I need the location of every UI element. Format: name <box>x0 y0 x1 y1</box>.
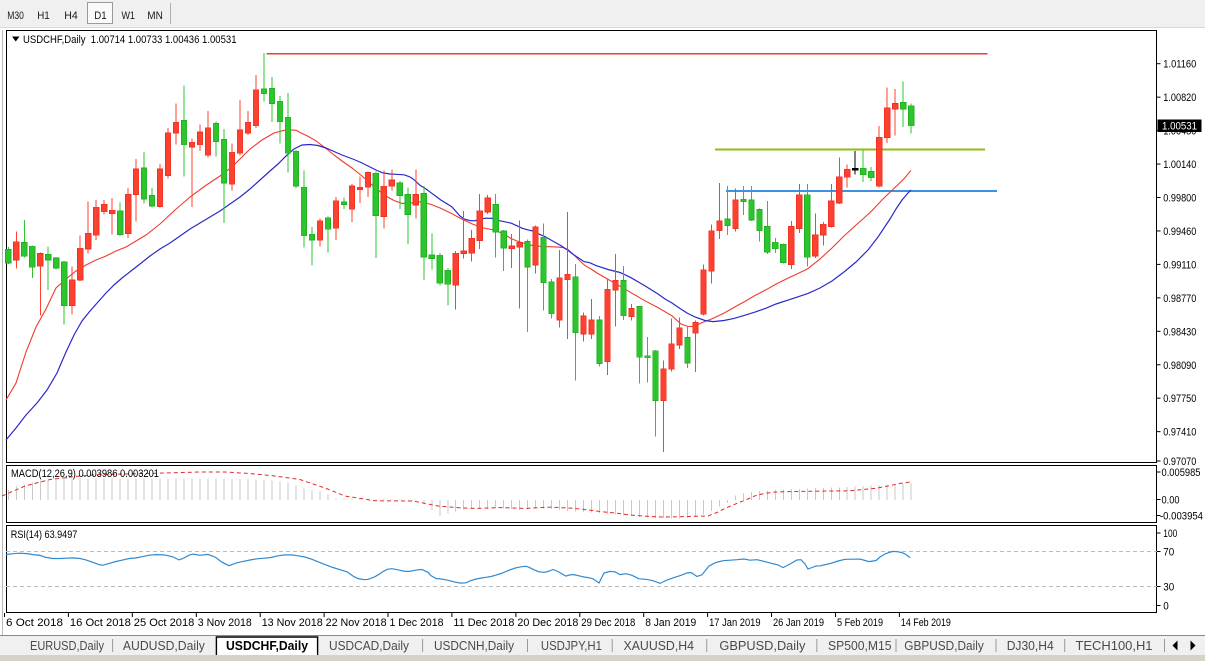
svg-text:0.98770: 0.98770 <box>1163 293 1196 305</box>
svg-text:14 Feb 2019: 14 Feb 2019 <box>901 617 951 629</box>
svg-text:USDCAD,Daily: USDCAD,Daily <box>329 638 409 653</box>
svg-text:0.005985: 0.005985 <box>1162 467 1201 479</box>
svg-text:1.00820: 1.00820 <box>1163 92 1196 104</box>
svg-text:EURUSD,Daily: EURUSD,Daily <box>30 638 104 653</box>
svg-text:1.00140: 1.00140 <box>1163 159 1196 171</box>
svg-text:USDCNH,Daily: USDCNH,Daily <box>434 638 514 653</box>
svg-text:DJ30,H4: DJ30,H4 <box>1007 638 1054 653</box>
svg-text:11 Dec 2018: 11 Dec 2018 <box>453 617 514 629</box>
svg-text:0.00: 0.00 <box>1162 495 1180 507</box>
svg-text:USDCHF,Daily 1.00714 1.00733: USDCHF,Daily 1.00714 1.00733 1.00436 1.0… <box>23 34 237 46</box>
svg-text:22 Nov 2018: 22 Nov 2018 <box>326 617 387 629</box>
svg-text:0.99800: 0.99800 <box>1163 193 1196 205</box>
svg-text:D1: D1 <box>94 10 106 22</box>
svg-text:100: 100 <box>1163 528 1177 540</box>
svg-text:W1: W1 <box>121 10 135 22</box>
svg-text:1 Dec 2018: 1 Dec 2018 <box>390 617 444 629</box>
svg-text:0.97070: 0.97070 <box>1163 456 1196 468</box>
svg-text:H1: H1 <box>37 10 50 22</box>
svg-text:8 Jan 2019: 8 Jan 2019 <box>645 617 696 629</box>
svg-text:26 Jan 2019: 26 Jan 2019 <box>773 617 824 629</box>
svg-text:17 Jan 2019: 17 Jan 2019 <box>709 617 761 629</box>
svg-text:0.99460: 0.99460 <box>1163 226 1196 238</box>
svg-text:25 Oct 2018: 25 Oct 2018 <box>134 617 195 629</box>
svg-text:MN: MN <box>147 10 163 22</box>
svg-text:20 Dec 2018: 20 Dec 2018 <box>517 617 578 629</box>
svg-text:16 Oct 2018: 16 Oct 2018 <box>70 617 131 629</box>
svg-text:H4: H4 <box>64 10 78 22</box>
svg-text:USDCHF,Daily: USDCHF,Daily <box>226 638 309 653</box>
svg-text:AUDUSD,Daily: AUDUSD,Daily <box>123 638 205 653</box>
svg-text:70: 70 <box>1163 547 1174 559</box>
svg-text:0: 0 <box>1163 601 1169 613</box>
svg-text:GBPUSD,Daily: GBPUSD,Daily <box>904 638 984 653</box>
svg-text:1.01160: 1.01160 <box>1163 59 1196 71</box>
svg-text:0.97410: 0.97410 <box>1163 427 1196 439</box>
svg-text:USDJPY,H1: USDJPY,H1 <box>541 638 602 653</box>
svg-text:0.98090: 0.98090 <box>1163 360 1196 372</box>
svg-text:0.99110: 0.99110 <box>1163 259 1196 271</box>
svg-text:GBPUSD,Daily: GBPUSD,Daily <box>719 638 805 653</box>
svg-text:3 Nov 2018: 3 Nov 2018 <box>198 617 252 629</box>
svg-text:M30: M30 <box>7 10 24 22</box>
svg-text:13 Nov 2018: 13 Nov 2018 <box>262 617 323 629</box>
svg-text:29 Dec 2018: 29 Dec 2018 <box>581 617 635 629</box>
svg-text:MACD(12,26,9) 0.003986 0.00320: MACD(12,26,9) 0.003986 0.003201 <box>11 468 159 480</box>
svg-text:TECH100,H1: TECH100,H1 <box>1076 638 1153 653</box>
svg-text:-0.003954: -0.003954 <box>1160 511 1203 523</box>
svg-text:0.98430: 0.98430 <box>1163 326 1196 338</box>
svg-text:1.00531: 1.00531 <box>1162 121 1197 133</box>
svg-text:XAUUSD,H4: XAUUSD,H4 <box>624 638 695 653</box>
svg-text:SP500,M15: SP500,M15 <box>828 638 892 653</box>
svg-text:30: 30 <box>1163 582 1174 594</box>
svg-text:6 Oct 2018: 6 Oct 2018 <box>6 617 63 629</box>
svg-text:RSI(14) 63.9497: RSI(14) 63.9497 <box>11 529 78 541</box>
svg-text:5 Feb 2019: 5 Feb 2019 <box>837 617 883 629</box>
svg-text:0.97750: 0.97750 <box>1163 393 1196 405</box>
